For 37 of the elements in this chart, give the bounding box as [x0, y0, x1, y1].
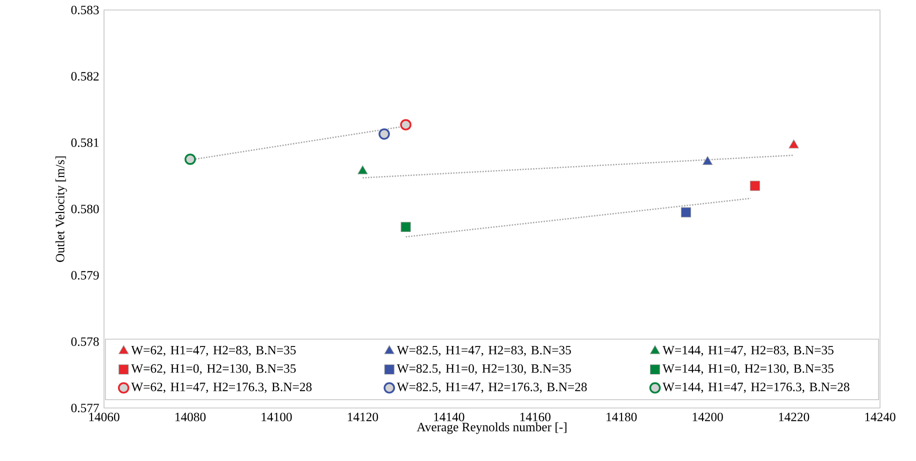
- legend-label: W=144, H1=47, H2=83, B.N=35: [662, 346, 834, 356]
- legend-label: W=82.5, H1=47, H2=176.3, B.N=28: [396, 382, 587, 394]
- x-tick-label: 14060: [89, 412, 120, 422]
- y-tick-label: 0.582: [71, 72, 99, 81]
- legend-label: W=82.5, H1=0, H2=130, B.N=35: [396, 364, 571, 375]
- x-tick-label: 14240: [865, 412, 896, 422]
- legend-label: W=144, H1=0, H2=130, B.N=35: [662, 364, 834, 375]
- point: [184, 154, 196, 165]
- x-tick-label: 14120: [348, 412, 378, 422]
- x-tick-label: 14080: [176, 412, 206, 422]
- x-tick-label: 14220: [779, 412, 810, 422]
- y-tick-label: 0.581: [71, 138, 99, 147]
- x-tick-label: 14180: [606, 412, 637, 422]
- point: [788, 139, 799, 148]
- point: [680, 207, 692, 218]
- y-tick-label: 0.583: [71, 6, 99, 14]
- legend-label: W=82.5, H1=47, H2=83, B.N=35: [396, 346, 571, 356]
- legend-label: W=62, H1=47, H2=83, B.N=35: [131, 346, 296, 356]
- x-tick-label: 14100: [262, 412, 292, 422]
- x-tick-label: 14160: [520, 412, 550, 422]
- point: [400, 119, 412, 130]
- legend-label: W=62, H1=47, H2=176.3, B.N=28: [131, 382, 312, 394]
- legend-label: W=144, H1=47, H2=176.3, B.N=28: [662, 382, 850, 394]
- point: [702, 156, 713, 165]
- point: [378, 128, 390, 140]
- y-tick-label: 0.579: [71, 271, 99, 280]
- point: [358, 165, 368, 174]
- x-tick-label: 14140: [434, 412, 464, 422]
- point: [750, 180, 760, 191]
- x-axis-title: Average Reynolds number [-]: [416, 422, 566, 434]
- y-tick-label: 0.580: [71, 204, 99, 214]
- y-axis-title: Outlet Velocity [m/s]: [55, 156, 67, 262]
- y-tick-label: 0.577: [71, 404, 99, 412]
- y-tick-label: 0.578: [71, 337, 99, 346]
- legend-label: W=62, H1=0, H2=130, B.N=35: [131, 364, 296, 375]
- x-tick-label: 14200: [692, 412, 723, 422]
- point: [400, 222, 411, 232]
